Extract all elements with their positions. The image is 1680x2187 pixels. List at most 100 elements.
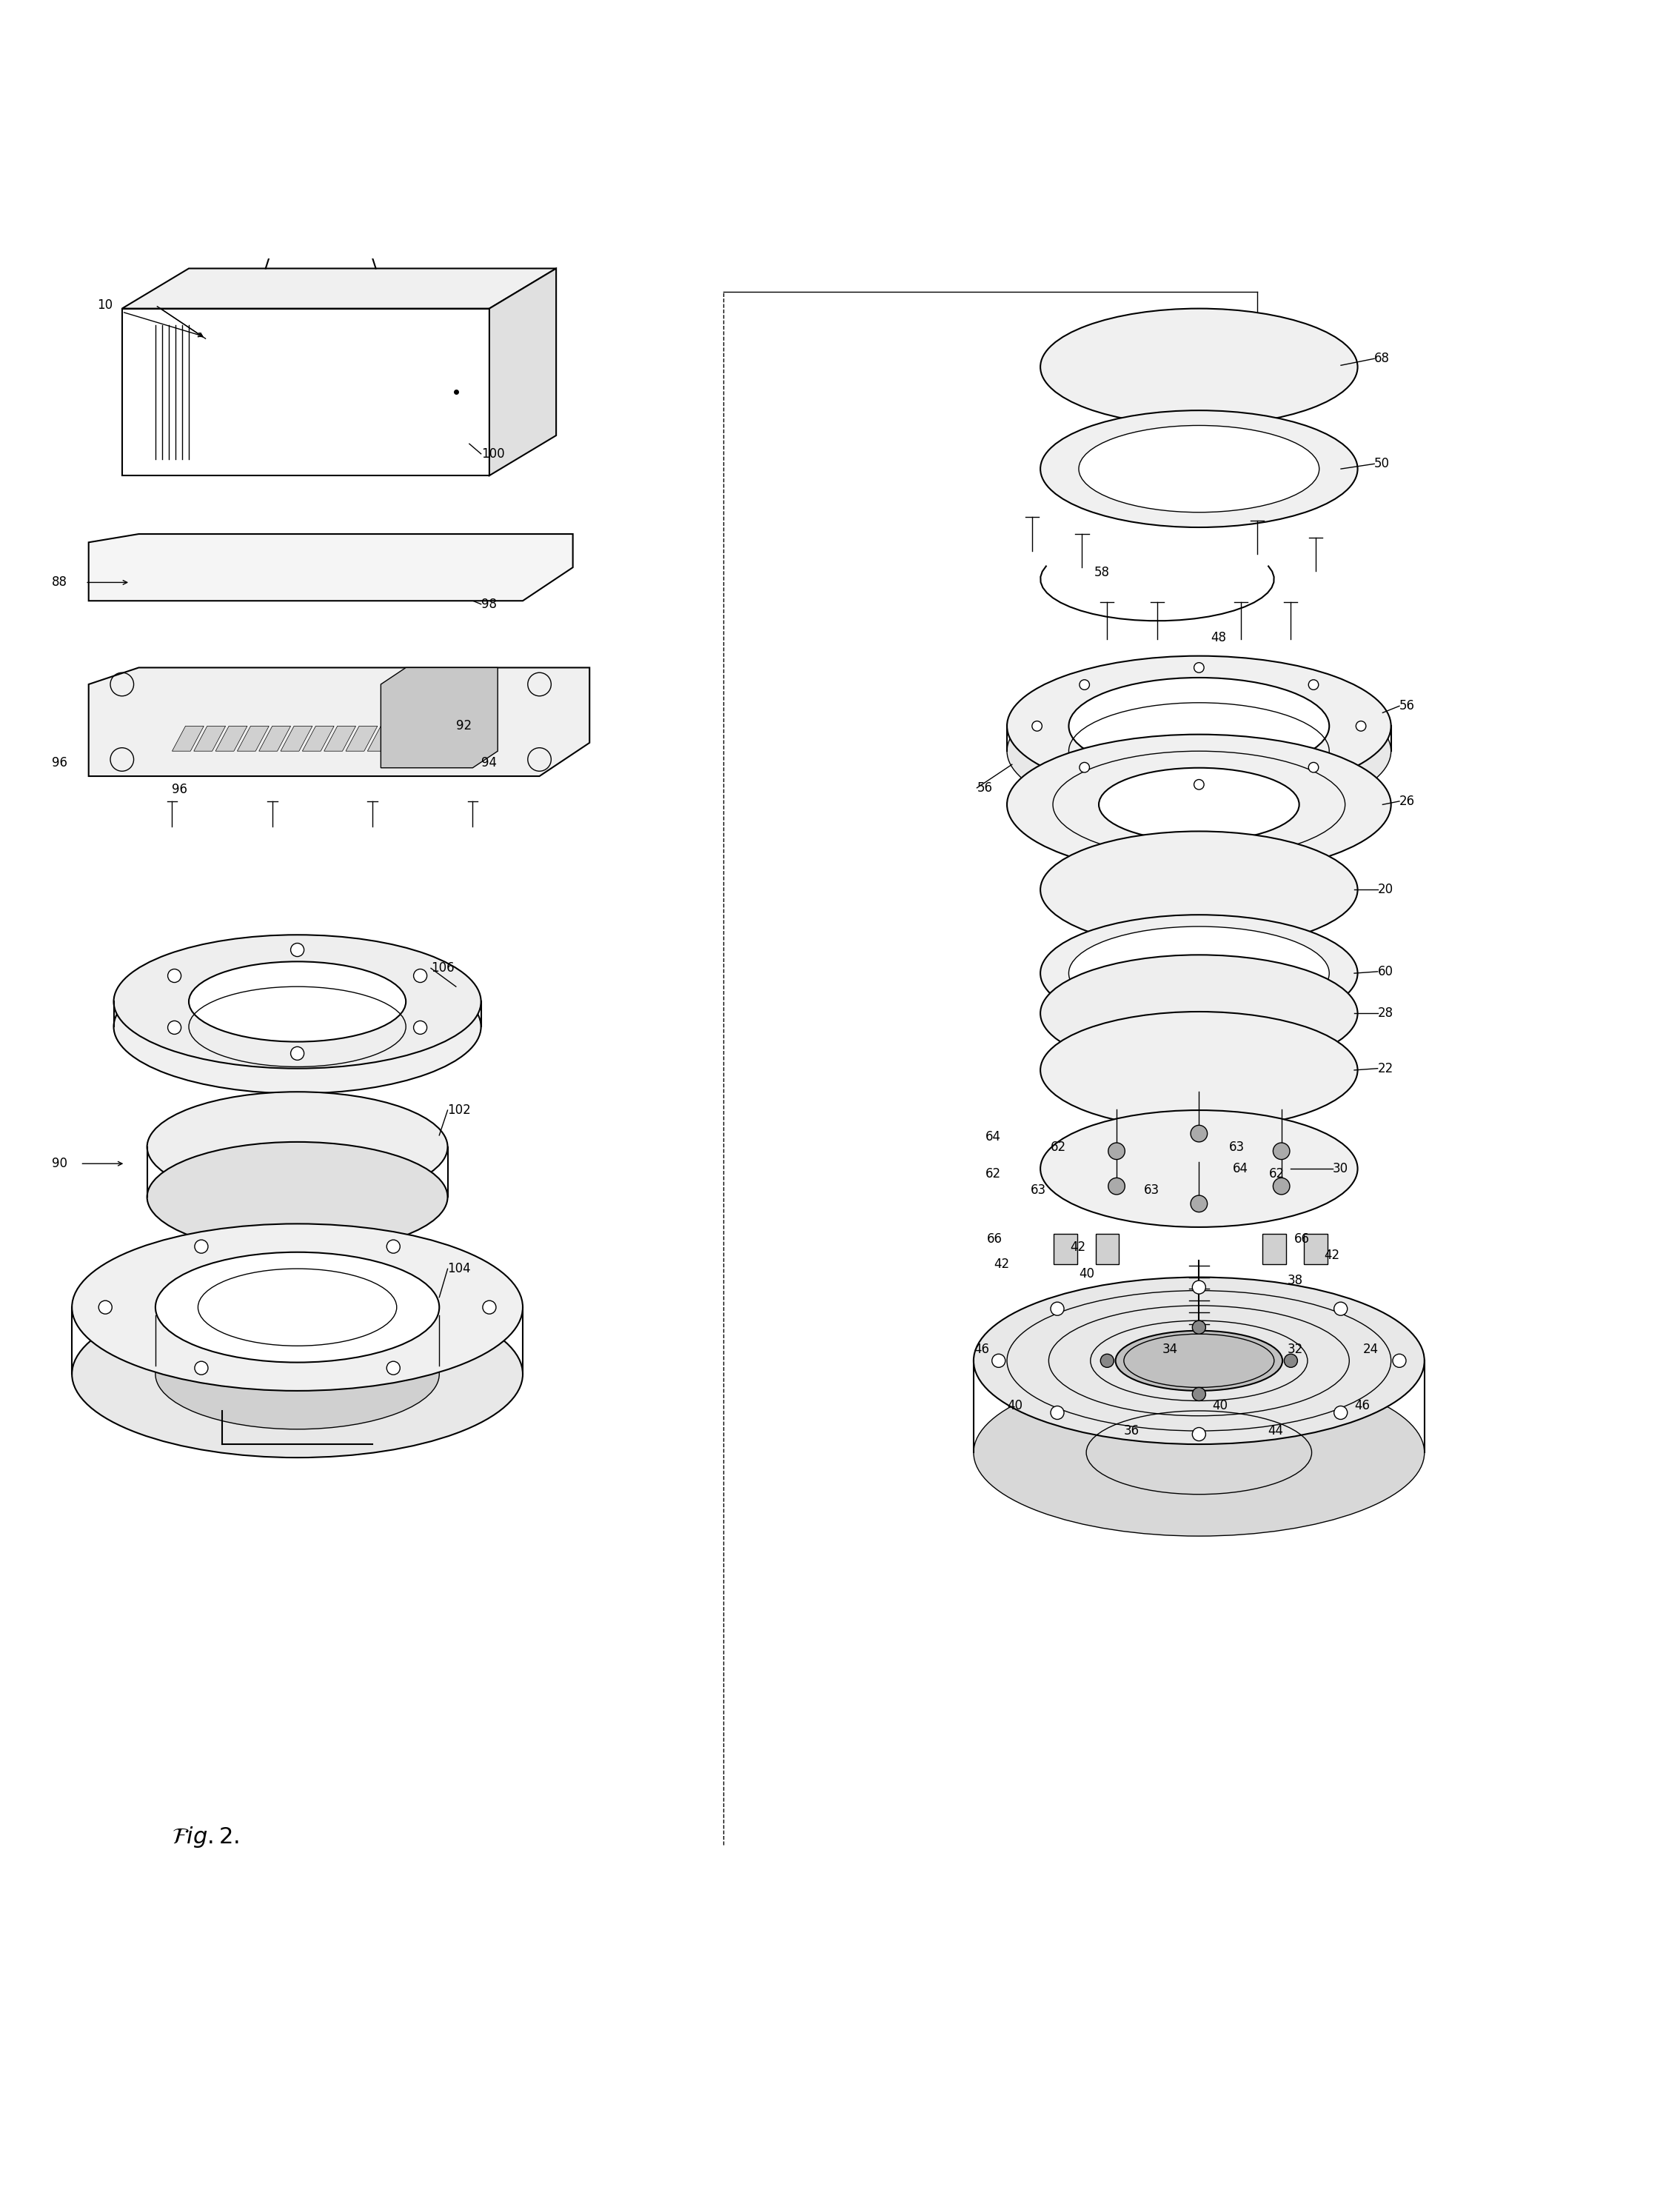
Circle shape — [291, 943, 304, 956]
Circle shape — [195, 1360, 208, 1376]
Ellipse shape — [72, 1290, 522, 1457]
Text: 40: 40 — [1079, 1266, 1094, 1282]
Ellipse shape — [1006, 735, 1391, 875]
Text: 88: 88 — [52, 575, 67, 588]
Text: 94: 94 — [480, 757, 497, 770]
Text: 64: 64 — [984, 1131, 1001, 1144]
Ellipse shape — [156, 1253, 438, 1363]
Text: 102: 102 — [447, 1104, 470, 1118]
Text: 46: 46 — [974, 1343, 990, 1356]
Ellipse shape — [1006, 656, 1391, 796]
Text: 38: 38 — [1287, 1273, 1304, 1288]
Circle shape — [1193, 1428, 1206, 1441]
Polygon shape — [89, 667, 590, 776]
Polygon shape — [89, 534, 573, 601]
Text: 68: 68 — [1374, 352, 1389, 365]
Text: 46: 46 — [1354, 1400, 1369, 1413]
Circle shape — [1050, 1301, 1063, 1314]
Text: 36: 36 — [1124, 1424, 1139, 1437]
Text: 63: 63 — [1144, 1183, 1159, 1196]
Text: 48: 48 — [1211, 630, 1226, 645]
Text: 64: 64 — [1233, 1161, 1248, 1174]
Bar — [1262, 1233, 1285, 1264]
Polygon shape — [489, 269, 556, 475]
Text: 96: 96 — [171, 783, 188, 796]
Circle shape — [1309, 680, 1319, 689]
Circle shape — [1334, 1406, 1347, 1419]
Text: 96: 96 — [52, 757, 67, 770]
Polygon shape — [368, 726, 400, 750]
Circle shape — [386, 1240, 400, 1253]
Circle shape — [195, 1240, 208, 1253]
Polygon shape — [123, 269, 556, 308]
Circle shape — [1109, 1144, 1126, 1159]
Ellipse shape — [148, 1142, 447, 1253]
Circle shape — [1050, 1406, 1063, 1419]
Text: 26: 26 — [1399, 794, 1415, 807]
Text: $\mathcal{F}ig. 2.$: $\mathcal{F}ig. 2.$ — [171, 1824, 240, 1848]
Ellipse shape — [156, 1319, 438, 1428]
Text: 42: 42 — [1070, 1240, 1085, 1253]
Text: 42: 42 — [1324, 1249, 1341, 1262]
Circle shape — [1356, 722, 1366, 730]
Text: 24: 24 — [1362, 1343, 1378, 1356]
Circle shape — [1032, 722, 1042, 730]
Circle shape — [1284, 1354, 1297, 1367]
Ellipse shape — [1116, 1330, 1282, 1391]
Circle shape — [1193, 1321, 1206, 1334]
Polygon shape — [281, 726, 312, 750]
Polygon shape — [324, 726, 356, 750]
Circle shape — [1193, 1387, 1206, 1402]
Circle shape — [413, 969, 427, 982]
Polygon shape — [171, 726, 203, 750]
Text: 100: 100 — [480, 446, 504, 461]
Text: 63: 63 — [1030, 1183, 1047, 1196]
Circle shape — [99, 1301, 113, 1314]
Text: 20: 20 — [1378, 884, 1393, 897]
Ellipse shape — [1079, 426, 1319, 512]
Text: 58: 58 — [1094, 566, 1109, 580]
Circle shape — [1273, 1179, 1290, 1194]
Ellipse shape — [114, 960, 480, 1094]
Bar — [1095, 1233, 1119, 1264]
Polygon shape — [259, 726, 291, 750]
Text: 63: 63 — [1230, 1139, 1245, 1153]
Text: 62: 62 — [1268, 1168, 1285, 1181]
Text: 28: 28 — [1378, 1006, 1393, 1019]
Circle shape — [1109, 1179, 1126, 1194]
Ellipse shape — [1040, 914, 1357, 1032]
Circle shape — [291, 1048, 304, 1061]
Text: 66: 66 — [986, 1231, 1003, 1244]
Ellipse shape — [188, 962, 407, 1041]
Ellipse shape — [114, 934, 480, 1069]
Ellipse shape — [974, 1369, 1425, 1535]
Text: 90: 90 — [52, 1157, 67, 1170]
Polygon shape — [237, 726, 269, 750]
Ellipse shape — [974, 1277, 1425, 1443]
Ellipse shape — [1040, 1111, 1357, 1227]
Text: 32: 32 — [1287, 1343, 1304, 1356]
Text: 66: 66 — [1294, 1231, 1310, 1244]
Text: 98: 98 — [480, 597, 497, 610]
Polygon shape — [193, 726, 225, 750]
Polygon shape — [346, 726, 378, 750]
Text: 22: 22 — [1378, 1061, 1393, 1076]
Ellipse shape — [1040, 308, 1357, 426]
Bar — [1053, 1233, 1077, 1264]
Ellipse shape — [1068, 678, 1329, 774]
Circle shape — [1393, 1354, 1406, 1367]
Polygon shape — [215, 726, 247, 750]
Circle shape — [482, 1301, 496, 1314]
Ellipse shape — [148, 1091, 447, 1203]
Circle shape — [1080, 680, 1089, 689]
Circle shape — [168, 1021, 181, 1034]
Text: 10: 10 — [97, 300, 113, 313]
Circle shape — [386, 1360, 400, 1376]
Ellipse shape — [1040, 956, 1357, 1072]
Circle shape — [1194, 663, 1205, 674]
Text: 40: 40 — [1006, 1400, 1023, 1413]
Ellipse shape — [1099, 768, 1299, 842]
Text: 30: 30 — [1332, 1161, 1349, 1174]
Text: 56: 56 — [976, 781, 993, 794]
Text: 50: 50 — [1374, 457, 1389, 470]
